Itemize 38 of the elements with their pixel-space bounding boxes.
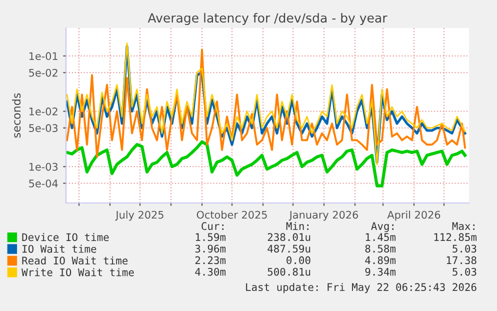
y-tick-label: 1e-02 [29,108,58,116]
text: 500.81u [268,268,310,276]
x-tick-label: January 2026 [288,210,358,221]
legend-label: IO Wait time [22,244,96,253]
text: 1.59m [196,233,226,242]
legend-label: Read IO Wait time [22,256,128,265]
text: 17.38 [446,256,476,264]
text: 9.34m [365,268,396,276]
legend-label: Device IO time [22,233,109,242]
text: 4.89m [365,256,396,264]
text: 8.58m [365,244,396,253]
text: 112.85m [434,233,477,242]
chart-title: Average latency for /dev/sda - by year [148,12,388,26]
y-tick-label: 5e-02 [29,68,58,77]
text: 5.03 [452,268,476,276]
x-tick-label: April 2026 [387,210,440,221]
text: 2.23m [195,256,226,264]
line-series [66,140,467,188]
text: Avg: [371,222,394,232]
text: 1.45m [366,233,396,242]
text: Cur: [202,222,224,230]
y-axis-title: seconds [12,93,21,138]
legend-label: Write IO Wait time [22,268,134,276]
text: 5.03 [452,244,476,253]
text: Max: [452,222,474,230]
y-tick-label: 5e-04 [29,180,58,188]
x-tick-label: July 2025 [115,210,164,221]
text: 0.00 [286,256,310,264]
y-tick-label: 1e-03 [29,162,58,171]
text: 3.96m [195,244,226,253]
text: 487.59u [268,244,310,253]
text: 4.30m [195,268,226,276]
y-tick-label: 1e-01 [29,52,58,60]
text: Last update: Fri May 22 06:25:43 2026 [246,282,476,294]
text: 238.01u [268,233,310,242]
x-tick-label: October 2025 [196,210,267,219]
y-tick-label: 5e-03 [29,124,58,132]
text: Min: [286,222,308,230]
